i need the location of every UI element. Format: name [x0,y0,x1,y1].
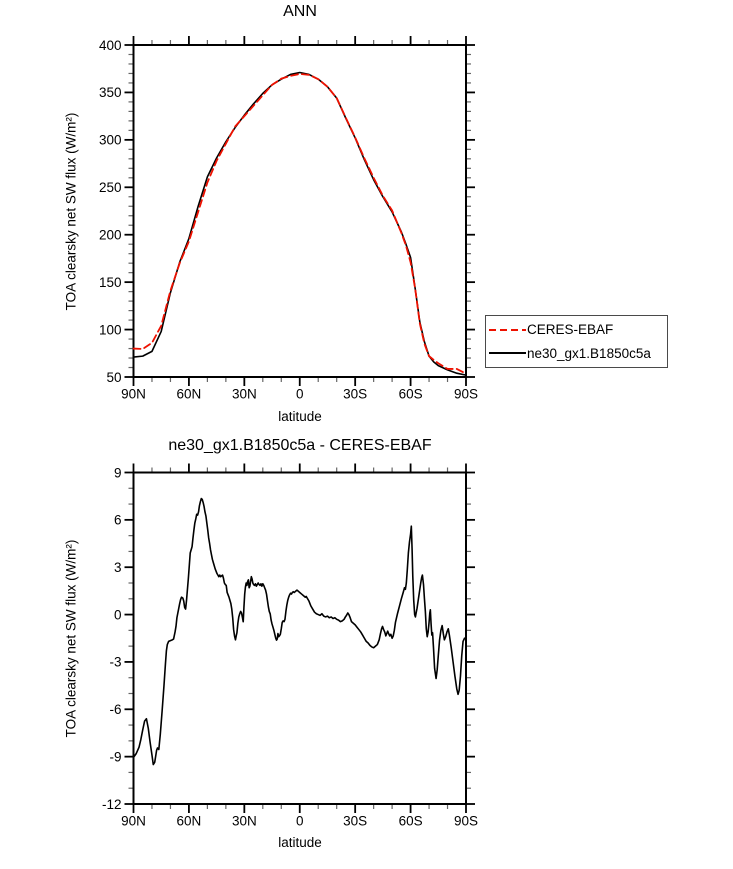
top-chart-title: ANN [283,3,317,20]
top-y-tick-label: 250 [99,180,122,195]
top-y-tick-label: 400 [99,38,122,53]
bottom-chart-y-axis-title: TOA clearsky net SW flux (W/m²) [63,539,79,738]
legend-entry-model: ne30_gx1.B1850c5a [486,343,667,363]
top-series-ne30-gx1-b1850c5a [132,71,467,376]
top-x-tick-label: 60S [399,387,423,402]
bottom-x-tick-label: 90N [121,814,146,829]
bottom-chart-x-axis-title: latitude [278,835,322,850]
top-y-tick-label: 150 [99,275,122,290]
legend: CERES-EBAF ne30_gx1.B1850c5a [485,315,668,368]
top-x-tick-label: 0 [296,387,304,402]
legend-line-dashed-red-icon [489,328,526,331]
top-x-tick-label: 30N [232,387,257,402]
top-x-tick-label: 90N [121,387,146,402]
top-y-tick-label: 350 [99,85,122,100]
bottom-x-tick-label: 30N [232,814,257,829]
bottom-chart-title: ne30_gx1.B1850c5a - CERES-EBAF [168,437,432,454]
legend-label-ceres-ebaf: CERES-EBAF [527,322,614,338]
bottom-x-tick-label: 90S [454,814,478,829]
bottom-x-tick-label: 30S [343,814,367,829]
legend-entry-ceres-ebaf: CERES-EBAF [486,320,667,340]
top-chart-plot: 90N 60N 30N 0 30S 60S 90S 50 100 150 200 250 300 350 4… [99,36,478,402]
bottom-chart-plot: 90N 60N 30N 0 30S 60S 90S -12 -9 -6 -3 0 3 6 9 [102,463,478,829]
bottom-x-tick-label: 60N [177,814,202,829]
bottom-x-tick-label: 0 [296,814,304,829]
bottom-y-tick-label: -12 [102,797,122,812]
top-chart-y-axis-title: TOA clearsky net SW flux (W/m²) [63,112,79,311]
bottom-series-ne30-gx1-b1850c5a-minus-ceres-ebaf [132,497,467,766]
top-axis-box [132,44,467,378]
bottom-y-tick-label: -6 [109,702,121,717]
bottom-y-tick-label: -3 [109,655,121,670]
top-y-tick-label: 200 [99,228,122,243]
top-y-tick-label: 300 [99,133,122,148]
top-series-ceres-ebaf [132,73,467,375]
top-x-tick-label: 90S [454,387,478,402]
top-y-tick-label: 50 [106,370,121,385]
bottom-y-tick-label: 6 [114,513,122,528]
top-x-tick-label: 30S [343,387,367,402]
bottom-x-tick-label: 60S [399,814,423,829]
bottom-y-tick-label: -9 [109,749,121,764]
top-x-tick-label: 60N [177,387,202,402]
top-chart-x-axis-title: latitude [278,409,322,424]
top-y-tick-label: 100 [99,322,122,337]
legend-line-solid-black-icon [489,352,526,355]
bottom-y-tick-label: 0 [114,607,122,622]
bottom-y-tick-label: 3 [114,560,122,575]
legend-label-model: ne30_gx1.B1850c5a [527,345,651,361]
bottom-axis-box [132,471,467,805]
bottom-y-tick-label: 9 [114,465,122,480]
